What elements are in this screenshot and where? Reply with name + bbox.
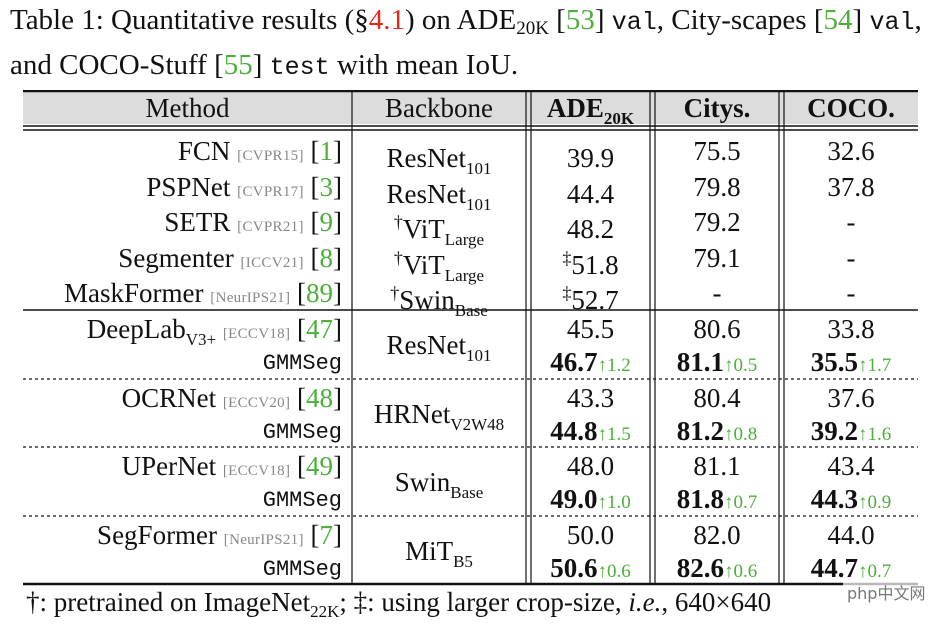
table-row-backbone: SwinBase — [394, 467, 484, 502]
table-cell-ade: ‡51.8 — [562, 247, 619, 280]
table-row-backbone: ResNet101 — [386, 178, 492, 214]
table-row-method: SegFormer [NeurIPS21] [7] — [97, 520, 342, 550]
table-cell-ade: ‡52.7 — [562, 283, 619, 315]
table-rules — [23, 90, 918, 586]
table-row-backbone: ResNet101 — [386, 143, 492, 178]
table-row-method: Segmenter [ICCV21] [8] — [118, 242, 342, 273]
table-row-backbone: MiTB5 — [405, 536, 473, 571]
table-cell-ade-ours: 44.8↑1.5 — [550, 416, 631, 446]
table-cell-ade-ours: 49.0↑1.0 — [550, 484, 631, 514]
table-row-method: PSPNet [CVPR17] [3] — [146, 171, 342, 202]
ref-link[interactable]: 1 — [319, 136, 334, 166]
ref-link-ade[interactable]: 53 — [565, 4, 595, 36]
watermark: php中文网 — [843, 578, 930, 606]
table-cell-citys: 79.2 — [693, 207, 741, 237]
table-cell-citys-ours: 81.8↑0.7 — [676, 484, 758, 514]
results-table: Method Backbone ADE20K Citys. COCO. FCN … — [23, 90, 918, 586]
table-cell-coco: 44.0 — [827, 520, 875, 550]
table-cell-coco-ours: 39.2↑1.6 — [810, 416, 892, 446]
table-row-backbone: †ViTLarge — [393, 247, 485, 285]
table-cell-citys: 75.5 — [693, 136, 741, 166]
table-cell-citys: 80.6 — [693, 314, 741, 344]
table-cell-citys: 81.1 — [693, 451, 741, 481]
ref-link[interactable]: 7 — [319, 520, 334, 550]
section-link[interactable]: 4.1 — [368, 4, 406, 36]
gain-badge: ↑1.2 — [597, 355, 631, 376]
ref-link-city[interactable]: 54 — [823, 4, 853, 36]
table-row-method: OCRNet [ECCV20] [48] — [121, 383, 342, 413]
gain-badge: ↑1.7 — [858, 355, 892, 376]
ref-link[interactable]: 47 — [306, 314, 333, 344]
table-row-method: FCN [CVPR15] [1] — [177, 136, 342, 166]
table-cell-citys: 82.0 — [693, 520, 741, 550]
table-cell-coco: - — [846, 242, 856, 273]
table-row-backbone: †SwinBase — [390, 283, 488, 320]
table-cell-ade-ours: 46.7↑1.2 — [550, 347, 631, 377]
table-row-gmmseg: GMMSeg — [262, 420, 342, 445]
gain-badge: ↑0.8 — [724, 424, 758, 445]
header-backbone: Backbone — [385, 93, 493, 123]
table-caption: Table 1: Quantitative results (§4.1) on … — [10, 4, 922, 82]
table-row-method: SETR [CVPR21] [9] — [164, 207, 342, 237]
table-cell-citys: 79.8 — [693, 171, 741, 202]
table-row-method: DeepLabV3+ [ECCV18] [47] — [86, 314, 342, 349]
header-ade: ADE20K — [546, 93, 635, 128]
table-row-gmmseg: GMMSeg — [262, 488, 342, 513]
table-cell-ade: 48.2 — [566, 214, 615, 244]
table-cell-ade-ours: 50.6↑0.6 — [550, 553, 631, 583]
gain-badge: ↑0.6 — [724, 561, 758, 582]
table-footnote: †: pretrained on ImageNet22K; ‡: using l… — [26, 587, 772, 621]
table-cell-citys: 80.4 — [693, 383, 741, 413]
table-cell-citys-ours: 82.6↑0.6 — [676, 553, 758, 583]
table-cell-coco: 37.8 — [827, 171, 875, 202]
table-cell-ade: 48.0 — [566, 451, 615, 481]
table-cell-coco-ours: 44.3↑0.9 — [810, 484, 892, 514]
header-coco: COCO. — [807, 93, 895, 123]
table-row-method: UPerNet [ECCV18] [49] — [121, 451, 342, 481]
ref-link[interactable]: 48 — [306, 383, 333, 413]
table-cell-coco: 32.6 — [827, 136, 875, 166]
ref-link[interactable]: 8 — [319, 242, 334, 273]
table-cell-coco: 43.4 — [827, 451, 875, 481]
gain-badge: ↑0.6 — [597, 561, 631, 582]
table-cell-coco: 33.8 — [827, 314, 875, 344]
table-row-backbone: †ViTLarge — [393, 212, 485, 249]
table-row-backbone: HRNetV2W48 — [373, 399, 505, 434]
table-cell-citys-ours: 81.1↑0.5 — [676, 347, 758, 377]
gain-badge: ↑0.7 — [858, 561, 892, 582]
table-cell-coco: 37.6 — [827, 383, 875, 413]
table-row-gmmseg: GMMSeg — [262, 351, 342, 376]
ref-link-coco[interactable]: 55 — [223, 49, 253, 81]
gain-badge: ↑0.7 — [724, 492, 758, 513]
table-cell-ade: 39.9 — [566, 143, 615, 173]
ref-link[interactable]: 49 — [306, 451, 333, 481]
ref-link[interactable]: 9 — [319, 207, 334, 237]
gain-badge: ↑1.0 — [597, 492, 631, 513]
table-cell-ade: 44.4 — [566, 178, 615, 209]
gain-badge: ↑0.9 — [858, 492, 892, 513]
gain-badge: ↑0.5 — [724, 355, 758, 376]
table-row-method: MaskFormer [NeurIPS21] [89] — [64, 278, 342, 308]
header-method: Method — [145, 93, 230, 123]
table-cell-coco-ours: 35.5↑1.7 — [810, 347, 892, 377]
table-cell-citys: - — [712, 278, 722, 308]
ref-link[interactable]: 3 — [319, 171, 334, 202]
table-row-gmmseg: GMMSeg — [262, 557, 342, 582]
table-cell-coco: - — [846, 278, 856, 308]
table-cell-coco: - — [846, 207, 856, 237]
header-shade — [23, 92, 918, 124]
gain-badge: ↑1.6 — [858, 424, 892, 445]
table-cell-ade: 45.5 — [566, 314, 615, 344]
header-citys: Citys. — [683, 93, 751, 123]
table-cell-ade: 43.3 — [566, 383, 615, 413]
gain-badge: ↑1.5 — [597, 424, 631, 445]
table-cell-ade: 50.0 — [566, 520, 615, 550]
table-cell-citys-ours: 81.2↑0.8 — [676, 416, 758, 446]
ref-link[interactable]: 89 — [306, 278, 333, 308]
table-cell-citys: 79.1 — [693, 242, 741, 273]
table-row-backbone: ResNet101 — [386, 330, 492, 365]
